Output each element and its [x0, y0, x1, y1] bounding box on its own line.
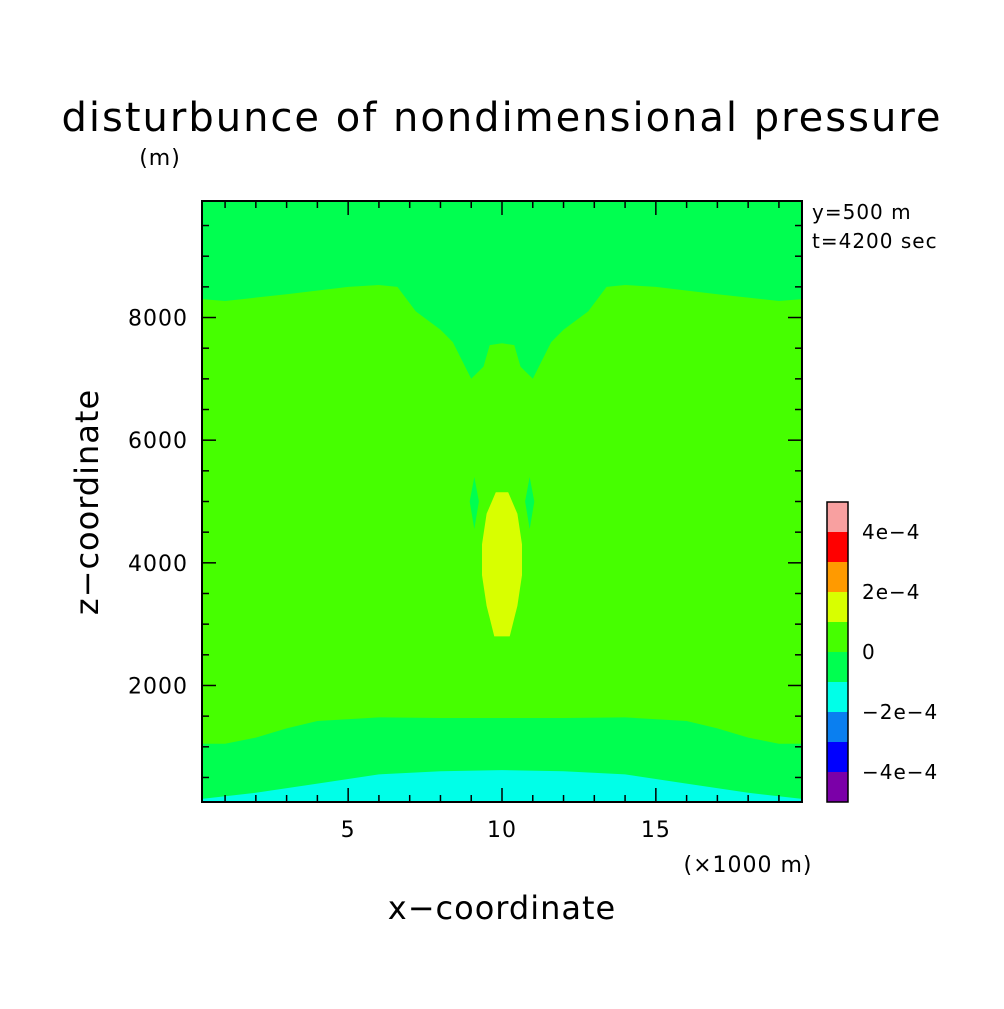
x-tick-label: 5 — [341, 818, 356, 843]
colorbar-segment — [827, 502, 848, 532]
contour-region-6 — [525, 477, 535, 530]
colorbar-frame — [826, 501, 849, 803]
colorbar-segment — [827, 682, 848, 712]
y-axis-unit: (m) — [139, 146, 181, 171]
contour-region-4 — [482, 492, 522, 637]
contour-region-5 — [469, 477, 479, 530]
colorbar-segment — [827, 772, 848, 802]
colorbar-label: −2e−4 — [862, 700, 938, 724]
y-axis-label: z−coordinate — [68, 389, 106, 615]
colorbar-segment — [827, 712, 848, 742]
colorbar-label: 2e−4 — [862, 580, 921, 604]
x-tick-label: 10 — [487, 818, 517, 843]
colorbar-segment — [827, 562, 848, 592]
contour-region-1 — [202, 201, 802, 379]
colorbar-label: −4e−4 — [862, 760, 938, 784]
colorbar-segment — [827, 742, 848, 772]
y-tick-labels: 2000 4000 6000 8000 — [128, 307, 188, 700]
colorbar-segment — [827, 592, 848, 622]
plot-frame — [201, 200, 803, 803]
x-axis-label: x−coordinate — [388, 889, 616, 927]
annotation-y-position: y=500 m — [812, 200, 912, 224]
axis-ticks — [202, 201, 802, 802]
y-tick-label: 4000 — [128, 552, 188, 577]
y-tick-label: 6000 — [128, 429, 188, 454]
colorbar-segment — [827, 622, 848, 652]
y-tick-label: 2000 — [128, 674, 188, 699]
annotation-time: t=4200 sec — [812, 229, 938, 253]
chart-title: disturbunce of nondimensional pressure — [62, 95, 943, 141]
contour-region-3 — [202, 770, 802, 802]
colorbar: −4e−4 −2e−4 0 2e−4 4e−4 — [826, 501, 938, 803]
colorbar-label: 0 — [862, 640, 876, 664]
colorbar-label: 4e−4 — [862, 520, 921, 544]
x-tick-label: 15 — [641, 818, 671, 843]
colorbar-segment — [827, 532, 848, 562]
x-tick-labels: 5 10 15 — [341, 818, 671, 843]
colorbar-segment — [827, 652, 848, 682]
x-axis-unit: (×1000 m) — [683, 853, 812, 878]
contour-regions — [202, 201, 802, 802]
y-tick-label: 8000 — [128, 307, 188, 332]
